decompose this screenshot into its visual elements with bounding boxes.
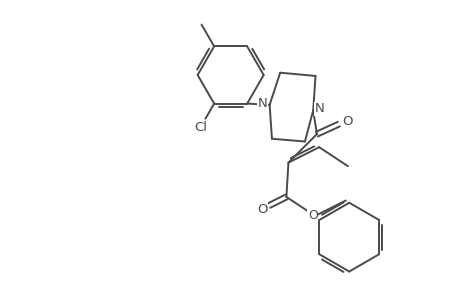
Text: N: N bbox=[257, 97, 267, 110]
Text: Cl: Cl bbox=[194, 121, 207, 134]
Text: O: O bbox=[257, 202, 267, 215]
Text: O: O bbox=[307, 209, 317, 222]
Text: O: O bbox=[341, 115, 352, 128]
Text: N: N bbox=[313, 102, 323, 116]
